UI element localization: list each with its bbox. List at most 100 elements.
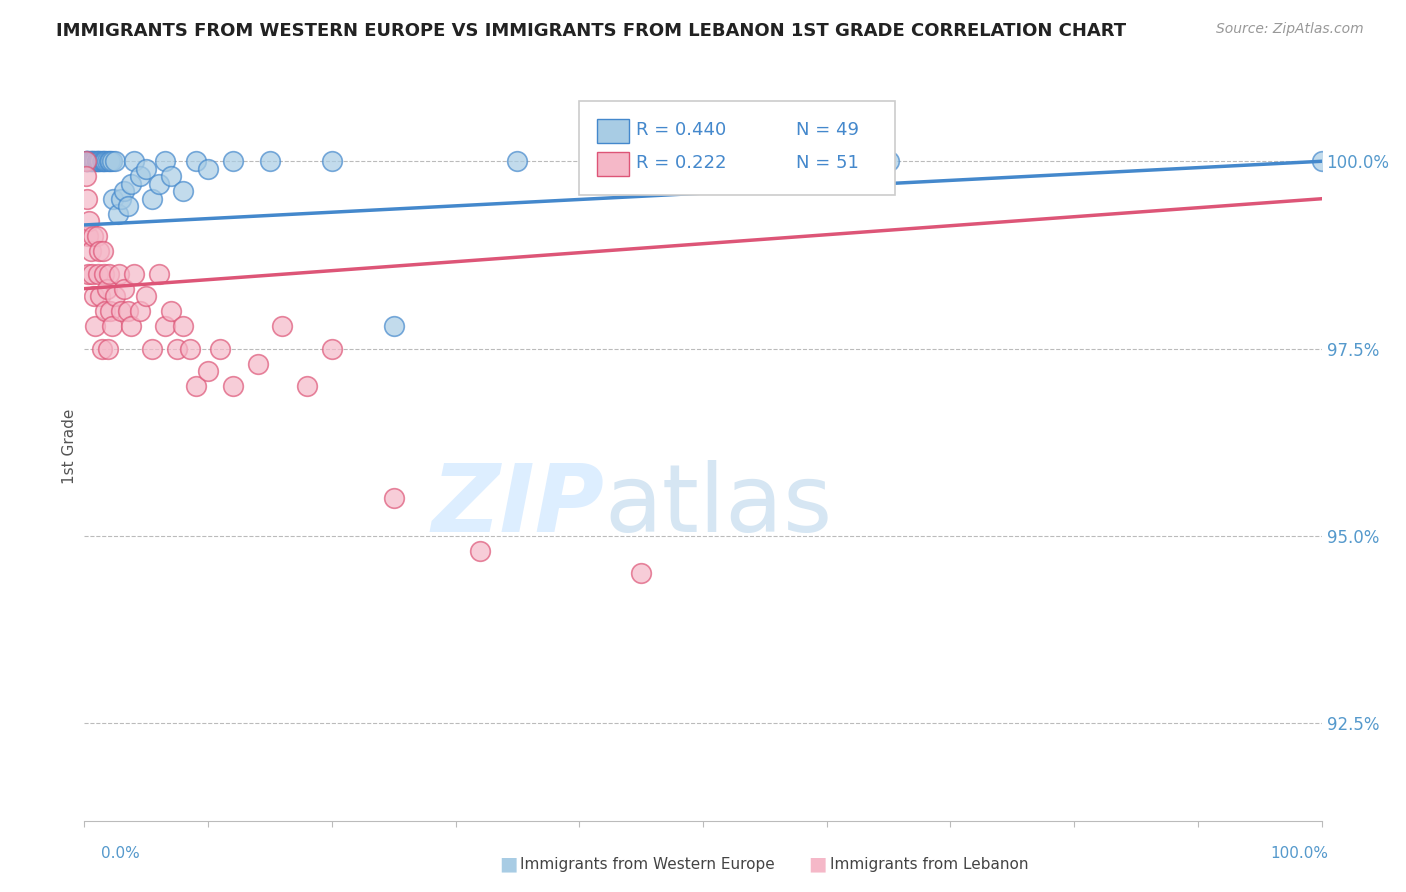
Point	[197, 364, 219, 378]
Point	[120, 319, 142, 334]
Point	[101, 192, 124, 206]
Point	[184, 379, 207, 393]
Point	[107, 207, 129, 221]
Point	[79, 154, 101, 169]
Point	[630, 566, 652, 581]
Text: atlas: atlas	[605, 460, 832, 552]
Point	[506, 154, 529, 169]
Text: Immigrants from Western Europe: Immigrants from Western Europe	[520, 857, 775, 871]
Point	[148, 267, 170, 281]
Point	[110, 304, 132, 318]
FancyBboxPatch shape	[579, 102, 894, 195]
Point	[98, 154, 121, 169]
Point	[86, 229, 108, 244]
Point	[87, 154, 110, 169]
Point	[75, 154, 97, 169]
Point	[184, 154, 207, 169]
Point	[122, 154, 145, 169]
Point	[77, 267, 100, 281]
Point	[100, 319, 122, 334]
Y-axis label: 1st Grade: 1st Grade	[62, 409, 77, 483]
Point	[104, 154, 127, 169]
Point	[87, 267, 110, 281]
Point	[135, 161, 157, 176]
Point	[82, 229, 104, 244]
Point	[246, 357, 269, 371]
Point	[172, 319, 194, 334]
Point	[91, 154, 114, 169]
Point	[98, 304, 121, 318]
Point	[129, 304, 152, 318]
Point	[90, 154, 112, 169]
Point	[382, 319, 405, 334]
Point	[100, 154, 122, 169]
Point	[76, 154, 98, 169]
FancyBboxPatch shape	[596, 152, 628, 176]
Point	[80, 267, 103, 281]
Point	[75, 154, 97, 169]
Text: 0.0%: 0.0%	[101, 847, 141, 861]
Point	[75, 169, 97, 184]
Point	[84, 319, 107, 334]
Point	[79, 154, 101, 169]
Text: 100.0%: 100.0%	[1271, 847, 1329, 861]
Point	[153, 154, 176, 169]
Point	[82, 154, 104, 169]
Text: ZIP: ZIP	[432, 460, 605, 552]
Point	[84, 154, 107, 169]
Point	[197, 161, 219, 176]
Point	[470, 544, 492, 558]
Point	[98, 154, 121, 169]
Point	[141, 192, 163, 206]
Point	[77, 154, 100, 169]
Point	[112, 184, 135, 198]
Text: ■: ■	[499, 855, 517, 873]
Point	[96, 154, 118, 169]
Text: N = 49: N = 49	[796, 120, 859, 139]
Point	[382, 491, 405, 506]
Point	[321, 154, 343, 169]
Point	[89, 244, 111, 259]
Point	[108, 267, 131, 281]
Point	[79, 244, 101, 259]
Point	[172, 184, 194, 198]
Point	[153, 319, 176, 334]
Point	[91, 244, 114, 259]
Point	[83, 289, 105, 303]
Text: R = 0.440: R = 0.440	[636, 120, 727, 139]
Point	[90, 342, 112, 356]
Point	[93, 267, 115, 281]
Point	[89, 289, 111, 303]
Point	[86, 154, 108, 169]
Point	[877, 154, 900, 169]
Text: Source: ZipAtlas.com: Source: ZipAtlas.com	[1216, 22, 1364, 37]
Point	[89, 154, 111, 169]
Text: N = 51: N = 51	[796, 153, 859, 172]
Point	[97, 342, 120, 356]
Point	[160, 304, 183, 318]
Point	[259, 154, 281, 169]
Point	[135, 289, 157, 303]
Point	[93, 154, 115, 169]
Point	[295, 379, 318, 393]
Text: R = 0.222: R = 0.222	[636, 153, 727, 172]
Point	[222, 379, 245, 393]
Point	[94, 154, 117, 169]
Point	[96, 282, 118, 296]
Point	[83, 154, 105, 169]
Point	[79, 214, 101, 228]
Point	[179, 342, 201, 356]
Point	[89, 154, 111, 169]
Point	[77, 229, 100, 244]
Point	[86, 154, 108, 169]
Point	[209, 342, 232, 356]
Point	[76, 154, 98, 169]
Point	[129, 169, 152, 184]
Point	[75, 154, 97, 169]
Point	[110, 192, 132, 206]
Point	[104, 289, 127, 303]
Point	[120, 177, 142, 191]
Point	[122, 267, 145, 281]
Point	[148, 177, 170, 191]
Point	[1310, 154, 1333, 169]
